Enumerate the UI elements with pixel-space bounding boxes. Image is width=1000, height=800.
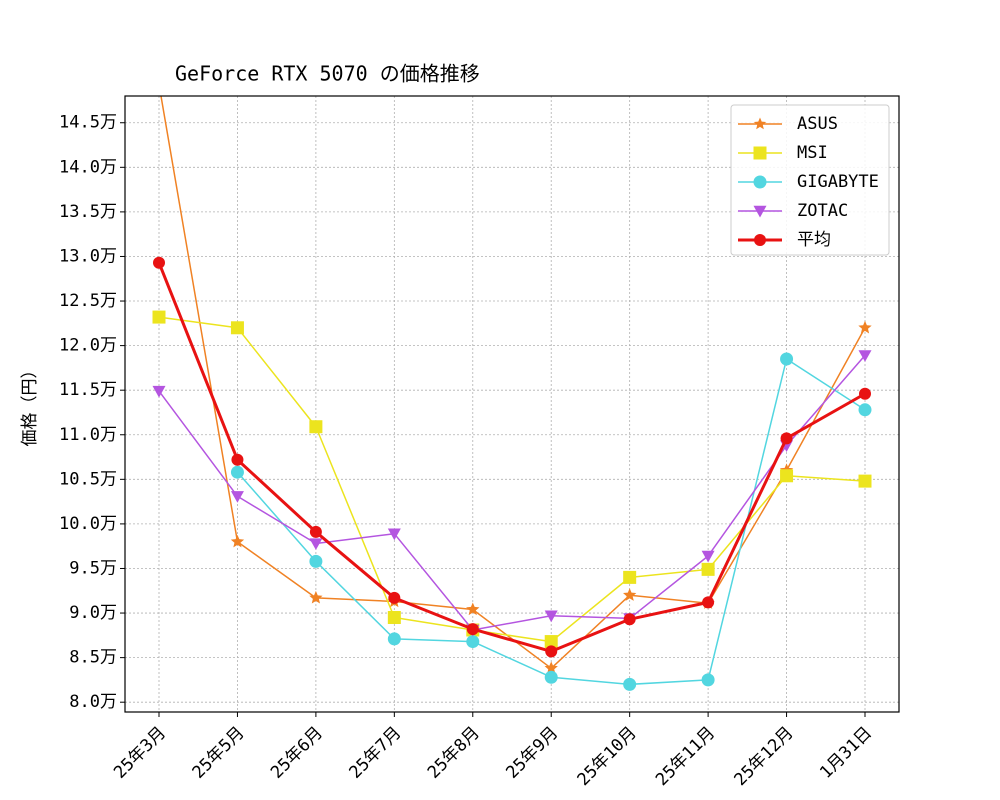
series-line	[157, 262, 866, 653]
marker	[152, 77, 165, 90]
plot-frame	[124, 95, 900, 713]
legend-label: ASUS	[797, 114, 838, 134]
marker	[858, 474, 872, 488]
marker	[544, 661, 558, 674]
x-tick-label: 25年11月	[652, 723, 719, 790]
series-line	[158, 316, 866, 643]
marker	[388, 591, 401, 604]
y-tick-label: 14.0万	[59, 157, 117, 177]
y-tick-label: 13.5万	[59, 202, 117, 222]
marker	[623, 677, 637, 691]
legend: ASUS MSI GIGABYTE ZOTAC 平均	[730, 104, 890, 256]
y-tick-label: 8.0万	[69, 692, 117, 712]
marker	[544, 610, 558, 623]
marker	[466, 623, 479, 636]
marker	[309, 420, 323, 434]
marker	[701, 562, 715, 576]
marker	[780, 469, 794, 483]
y-tick-label: 11.5万	[59, 380, 117, 400]
y-tick-label: 9.0万	[69, 603, 117, 623]
marker	[701, 673, 715, 687]
x-tick-label: 25年7月	[345, 723, 405, 783]
series-line	[158, 354, 866, 631]
marker	[753, 205, 767, 218]
x-tick-label: 25年10月	[574, 723, 641, 790]
marker	[623, 570, 637, 584]
marker	[309, 590, 323, 604]
y-tick-label: 14.5万	[59, 113, 117, 133]
marker	[309, 554, 323, 568]
y-tick-label: 12.0万	[59, 336, 117, 356]
marker	[466, 635, 480, 649]
x-tick-label: 25年12月	[730, 723, 797, 790]
x-tick-label: 25年6月	[267, 723, 327, 783]
marker	[230, 465, 244, 479]
y-tick-label: 11.0万	[59, 425, 117, 445]
x-tick-label: 25年3月	[110, 723, 170, 783]
marker	[152, 310, 166, 324]
marker	[754, 234, 766, 246]
marker	[309, 538, 323, 551]
plot-area	[152, 77, 872, 691]
chart-title: GeForce RTX 5070 の価格推移	[175, 62, 480, 86]
marker	[309, 525, 322, 538]
marker	[387, 632, 401, 646]
marker	[466, 602, 480, 616]
marker	[780, 352, 794, 366]
x-tick-label: 1月31日	[816, 723, 876, 783]
y-tick-label: 10.5万	[59, 469, 117, 489]
x-tick-label: 25年5月	[189, 723, 249, 783]
legend-label: ZOTAC	[797, 201, 848, 221]
marker	[231, 453, 244, 466]
legend-box	[730, 104, 890, 256]
marker	[387, 611, 401, 625]
marker	[780, 432, 793, 445]
marker	[701, 550, 715, 563]
marker	[753, 117, 767, 130]
marker	[545, 645, 558, 658]
marker	[858, 350, 872, 362]
y-tick-label: 8.5万	[69, 648, 117, 668]
marker	[152, 385, 166, 398]
marker	[387, 528, 401, 541]
x-tick-label: 25年9月	[502, 723, 562, 783]
marker	[753, 146, 767, 160]
marker	[858, 320, 872, 334]
legend-label: MSI	[797, 143, 828, 163]
marker	[702, 596, 715, 609]
y-tick-label: 12.5万	[59, 291, 117, 311]
y-tick-label: 10.0万	[59, 514, 117, 534]
legend-label: 平均	[797, 230, 831, 250]
marker	[230, 321, 244, 335]
marker	[623, 613, 636, 626]
x-tick-label: 25年8月	[424, 723, 484, 783]
marker	[230, 534, 245, 548]
marker	[859, 387, 871, 400]
marker	[623, 588, 637, 601]
legend-label: GIGABYTE	[797, 172, 879, 192]
y-tick-label: 13.0万	[59, 246, 117, 266]
marker	[753, 175, 767, 189]
marker	[544, 670, 558, 684]
y-tick-label: 9.5万	[69, 558, 117, 578]
y-axis-label: 価格（円）	[20, 362, 40, 447]
marker	[153, 256, 165, 269]
marker	[230, 491, 244, 503]
marker	[544, 635, 558, 649]
marker	[858, 403, 872, 417]
